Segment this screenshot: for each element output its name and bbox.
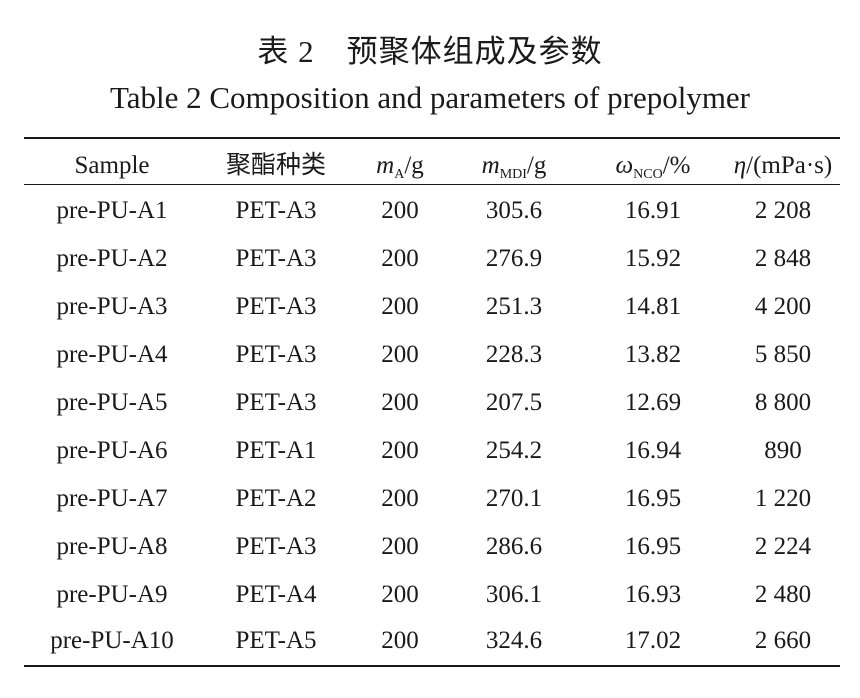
cell-mass-a: 200: [381, 485, 419, 512]
header-mass-a-unit: /g: [404, 152, 424, 179]
cell-sample: pre-PU-A7: [56, 485, 168, 512]
cell-sample: pre-PU-A2: [56, 245, 168, 272]
cell-mass-mdi: 270.1: [485, 485, 543, 512]
cell-mass-a: 200: [381, 437, 419, 464]
cell-mass-mdi: 324.6: [485, 627, 543, 654]
cell-viscosity: 2 660: [754, 627, 812, 654]
cell-viscosity: 2 480: [754, 581, 812, 608]
cell-nco: 16.95: [624, 533, 682, 560]
cell-mass-a: 200: [381, 197, 419, 224]
table-row: pre-PU-A8 PET-A3 200 286.6 16.95 2 224: [24, 527, 840, 567]
cell-nco: 16.91: [624, 197, 682, 224]
table-row: pre-PU-A6 PET-A1 200 254.2 16.94 890: [24, 431, 840, 471]
header-mass-a-subscript: A: [394, 167, 405, 182]
header-viscosity-symbol: η: [733, 152, 747, 179]
table-row: pre-PU-A1 PET-A3 200 305.6 16.91 2 208: [24, 191, 840, 231]
table-row: pre-PU-A10 PET-A5 200 324.6 17.02 2 660: [24, 621, 840, 661]
header-mass-mdi-unit: /g: [526, 152, 547, 179]
cell-viscosity: 4 200: [754, 293, 812, 320]
header-nco-symbol: ω: [615, 152, 634, 179]
cell-polyester: PET-A3: [235, 197, 317, 224]
cell-polyester: PET-A3: [235, 389, 317, 416]
cell-nco: 16.95: [624, 485, 682, 512]
cell-nco: 15.92: [624, 245, 682, 272]
cell-mass-mdi: 251.3: [485, 293, 543, 320]
cell-mass-mdi: 306.1: [485, 581, 543, 608]
bottom-rule: [24, 665, 840, 667]
cell-polyester: PET-A1: [235, 437, 317, 464]
table-row: pre-PU-A3 PET-A3 200 251.3 14.81 4 200: [24, 287, 840, 327]
cell-mass-a: 200: [381, 245, 419, 272]
cell-sample: pre-PU-A8: [56, 533, 168, 560]
cell-viscosity: 8 800: [754, 389, 812, 416]
cell-polyester: PET-A5: [235, 627, 317, 654]
cell-polyester: PET-A3: [235, 341, 317, 368]
cell-mass-mdi: 254.2: [485, 437, 543, 464]
cell-mass-a: 200: [381, 341, 419, 368]
cell-viscosity: 2 224: [754, 533, 812, 560]
cell-viscosity: 5 850: [754, 341, 812, 368]
cell-mass-mdi: 286.6: [485, 533, 543, 560]
cell-nco: 13.82: [624, 341, 682, 368]
cell-viscosity: 2 208: [754, 197, 812, 224]
header-mass-mdi: mMDI/g: [448, 146, 580, 186]
cell-mass-a: 200: [381, 389, 419, 416]
header-mass-mdi-subscript: MDI: [499, 167, 527, 182]
header-mass-a: mA/g: [352, 146, 448, 186]
table-row: pre-PU-A5 PET-A3 200 207.5 12.69 8 800: [24, 383, 840, 423]
header-nco-unit: /%: [662, 152, 691, 179]
cell-viscosity: 890: [764, 437, 802, 464]
header-nco-content: ωNCO/%: [580, 146, 726, 186]
cell-mass-a: 200: [381, 627, 419, 654]
cell-sample: pre-PU-A6: [56, 437, 168, 464]
table-title-english: Table 2 Composition and parameters of pr…: [109, 80, 751, 115]
table-row: pre-PU-A9 PET-A4 200 306.1 16.93 2 480: [24, 575, 840, 615]
cell-viscosity: 2 848: [754, 245, 812, 272]
cell-sample: pre-PU-A10: [50, 627, 174, 654]
cell-polyester: PET-A3: [235, 245, 317, 272]
table-row: pre-PU-A7 PET-A2 200 270.1 16.95 1 220: [24, 479, 840, 519]
cell-mass-mdi: 305.6: [485, 197, 543, 224]
cell-mass-a: 200: [381, 293, 419, 320]
cell-mass-mdi: 207.5: [485, 389, 543, 416]
cell-sample: pre-PU-A5: [56, 389, 168, 416]
cell-mass-a: 200: [381, 581, 419, 608]
cell-sample: pre-PU-A9: [56, 581, 168, 608]
cell-mass-mdi: 228.3: [485, 341, 543, 368]
header-mass-a-symbol: m: [376, 152, 395, 179]
table-row: pre-PU-A4 PET-A3 200 228.3 13.82 5 850: [24, 335, 840, 375]
header-viscosity-unit: /(mPa·s): [746, 152, 833, 179]
header-mass-mdi-symbol: m: [481, 152, 500, 179]
header-viscosity: η/(mPa·s): [726, 146, 840, 186]
top-rule: [24, 137, 840, 139]
cell-polyester: PET-A3: [235, 533, 317, 560]
cell-nco: 16.94: [624, 437, 682, 464]
header-rule: [24, 184, 840, 185]
cell-sample: pre-PU-A3: [56, 293, 168, 320]
cell-nco: 12.69: [624, 389, 682, 416]
header-sample: Sample: [74, 152, 150, 179]
cell-polyester: PET-A4: [235, 581, 317, 608]
cell-polyester: PET-A2: [235, 485, 317, 512]
cell-nco: 14.81: [624, 293, 682, 320]
cell-mass-mdi: 276.9: [485, 245, 543, 272]
cell-sample: pre-PU-A4: [56, 341, 168, 368]
cell-sample: pre-PU-A1: [56, 197, 168, 224]
cell-polyester: PET-A3: [235, 293, 317, 320]
cell-nco: 16.93: [624, 581, 682, 608]
cell-viscosity: 1 220: [754, 485, 812, 512]
header-polyester-type: 聚酯种类: [225, 152, 326, 179]
header-row: Sample 聚酯种类 mA/g mMDI/g ωNCO/% η/(mPa·s): [24, 146, 840, 186]
cell-nco: 17.02: [624, 627, 682, 654]
header-nco-subscript: NCO: [633, 167, 663, 182]
cell-mass-a: 200: [381, 533, 419, 560]
table-title-chinese: 表 2 预聚体组成及参数: [257, 34, 603, 69]
table-row: pre-PU-A2 PET-A3 200 276.9 15.92 2 848: [24, 239, 840, 279]
